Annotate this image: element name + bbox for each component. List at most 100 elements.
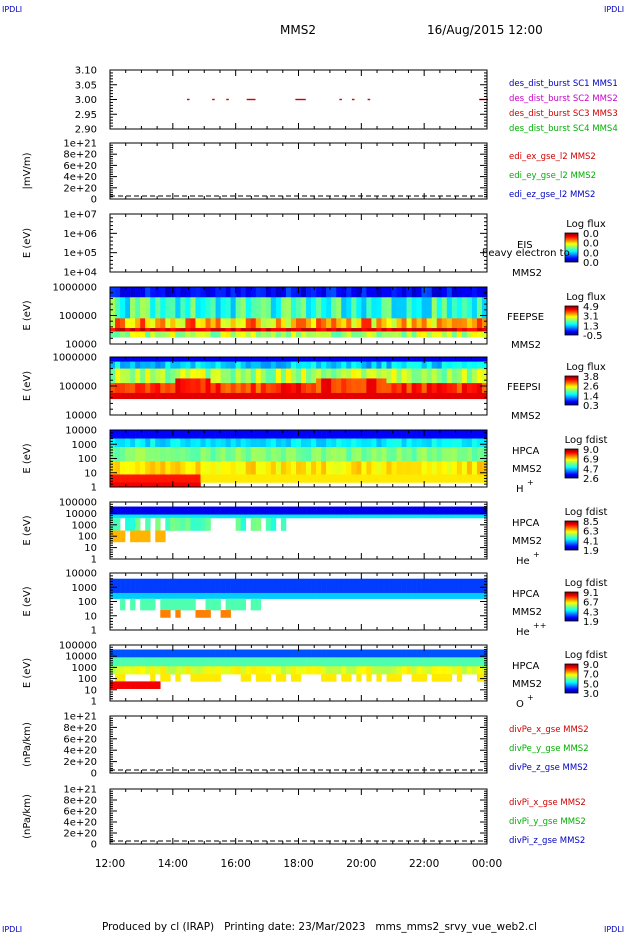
spectrogram-cell — [115, 447, 121, 462]
spectrogram-cell — [165, 649, 171, 658]
spectrogram-cell — [336, 392, 342, 400]
spectrogram-cell — [210, 430, 216, 439]
spectrogram-cell — [431, 592, 438, 599]
spectrogram-cell — [245, 461, 252, 475]
spectrogram-cell — [290, 592, 297, 599]
spectrogram-cell — [481, 361, 488, 369]
spectrogram-cell — [280, 438, 287, 448]
spectrogram-cell — [195, 514, 201, 519]
spectrogram-cell — [115, 657, 121, 667]
spectrogram-cell — [331, 474, 337, 483]
spectrogram-cell — [220, 383, 226, 394]
spectrogram-cell — [110, 328, 116, 332]
spectrogram-cell — [386, 438, 392, 448]
species-label: O — [516, 699, 524, 710]
spectrogram-cell — [461, 474, 468, 483]
colorbar — [564, 448, 579, 479]
spectrogram-cell — [351, 657, 357, 667]
spectrogram-cell — [215, 383, 221, 394]
spectrogram-cell — [441, 297, 448, 319]
spectrogram-cell — [145, 666, 151, 675]
spectrogram-cell — [311, 447, 317, 462]
spectrogram-cell — [396, 649, 402, 658]
spectrogram-cell — [205, 378, 211, 394]
y-tick-label: 1000 — [72, 520, 97, 531]
spectrogram-cell — [396, 331, 402, 338]
spectrogram-cell — [361, 592, 367, 599]
species-charge-label: + — [533, 550, 540, 559]
spectrogram-cell — [461, 438, 468, 448]
spectrogram-cell — [466, 331, 473, 338]
spectrogram-cell — [471, 357, 478, 362]
spectrogram-cell — [135, 666, 141, 675]
spectrogram-cell — [230, 657, 236, 667]
spectrogram-cell — [406, 357, 412, 362]
spectrogram-cell — [155, 506, 161, 515]
spectrogram-cell — [426, 297, 433, 319]
spectrogram-cell — [185, 447, 191, 462]
spectrogram-cell — [456, 383, 463, 394]
spectrogram-cell — [130, 482, 136, 488]
spectrogram-cell — [285, 287, 292, 298]
spectrogram-cell — [190, 361, 196, 369]
spectrogram-cell — [140, 578, 146, 594]
spectrogram-cell — [356, 666, 362, 675]
corner-label-bottom-left: IPDLI — [2, 925, 22, 934]
spectrogram-cell — [120, 447, 126, 462]
spectrogram-cell — [125, 297, 131, 319]
spectrogram-cell — [316, 506, 322, 515]
spectrogram-cell — [245, 383, 252, 394]
spectrogram-cell — [190, 674, 196, 682]
spectrogram-cell — [185, 331, 191, 338]
spectrogram-cell — [451, 592, 458, 599]
y-tick-label: 6e+20 — [63, 734, 97, 745]
spectrogram-cell — [210, 657, 216, 667]
spectrogram-cell — [441, 318, 448, 329]
spectrogram-cell — [326, 649, 332, 658]
spectrogram-cell — [220, 361, 226, 369]
spectrogram-cell — [456, 287, 463, 298]
spectrogram-cell — [160, 657, 166, 667]
y-axis-label: E (eV) — [22, 300, 33, 330]
spectrogram-cell — [446, 328, 453, 332]
spectrogram-cell — [326, 657, 332, 667]
spectrogram-cell — [406, 297, 412, 319]
spectrogram-cell — [421, 392, 427, 400]
spectrogram-cell — [230, 430, 236, 439]
spectrogram-cell — [416, 287, 422, 298]
spectrogram-cell — [160, 383, 166, 394]
spectrogram-cell — [205, 297, 211, 319]
instrument-label: FEEPSE — [507, 312, 544, 323]
spectrogram-cell — [456, 392, 463, 400]
spectrogram-cell — [180, 447, 186, 462]
spectrogram-cell — [265, 657, 272, 667]
spectrogram-cell — [220, 438, 226, 448]
spectrogram-cell — [235, 368, 241, 384]
spectrogram-cell — [411, 514, 417, 519]
spectrogram-cell — [341, 674, 347, 682]
spectrogram-cell — [436, 297, 443, 319]
spectrogram-cell — [175, 430, 181, 439]
instrument-label: HPCA — [512, 518, 540, 529]
spectrogram-cell — [220, 657, 226, 667]
spectrogram-cell — [190, 297, 196, 319]
spectrogram-cell — [436, 368, 443, 384]
spectrogram-cell — [461, 287, 468, 298]
spectrogram-cell — [441, 392, 448, 400]
spectrogram-cell — [120, 328, 126, 332]
spectrogram-cell — [456, 474, 463, 483]
spectrogram-cell — [361, 318, 367, 329]
spectrogram-cell — [215, 592, 221, 599]
spectrogram-cell — [426, 361, 433, 369]
spectrogram-cell — [331, 331, 337, 338]
spectrogram-cell — [150, 328, 156, 332]
spectrogram-cell — [446, 506, 453, 515]
spectrogram-cell — [270, 474, 277, 483]
spectrogram-cell — [110, 430, 116, 439]
spectrogram-cell — [170, 657, 176, 667]
spectrogram-cell — [446, 666, 453, 675]
spectrogram-cell — [431, 357, 438, 362]
spectrogram-cell — [401, 461, 407, 475]
